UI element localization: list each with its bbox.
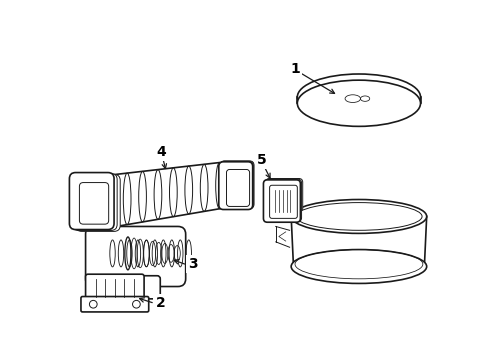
Text: 5: 5: [257, 153, 267, 167]
Text: 3: 3: [189, 257, 198, 271]
FancyBboxPatch shape: [111, 276, 160, 299]
Text: 1: 1: [290, 62, 300, 76]
Ellipse shape: [325, 87, 393, 113]
Ellipse shape: [337, 88, 381, 106]
Ellipse shape: [325, 84, 393, 110]
Ellipse shape: [314, 80, 404, 114]
FancyBboxPatch shape: [70, 172, 114, 230]
Ellipse shape: [337, 90, 381, 109]
Ellipse shape: [305, 82, 413, 122]
Text: 4: 4: [156, 145, 166, 159]
FancyBboxPatch shape: [265, 179, 301, 221]
Ellipse shape: [296, 203, 422, 230]
FancyBboxPatch shape: [226, 170, 249, 206]
Ellipse shape: [314, 84, 404, 118]
FancyBboxPatch shape: [264, 180, 300, 222]
Ellipse shape: [297, 80, 420, 126]
Ellipse shape: [297, 74, 420, 120]
Polygon shape: [112, 163, 220, 227]
Ellipse shape: [305, 77, 413, 117]
Circle shape: [89, 300, 97, 308]
Text: 2: 2: [155, 296, 165, 310]
FancyBboxPatch shape: [220, 161, 253, 209]
FancyBboxPatch shape: [81, 297, 149, 312]
FancyBboxPatch shape: [75, 174, 120, 231]
FancyBboxPatch shape: [79, 183, 109, 224]
FancyBboxPatch shape: [266, 179, 303, 221]
Polygon shape: [294, 216, 424, 266]
FancyBboxPatch shape: [73, 174, 117, 230]
FancyBboxPatch shape: [219, 162, 253, 210]
Circle shape: [133, 300, 140, 308]
Ellipse shape: [291, 249, 427, 283]
FancyBboxPatch shape: [220, 161, 254, 208]
FancyBboxPatch shape: [86, 274, 144, 302]
Ellipse shape: [291, 199, 427, 233]
FancyBboxPatch shape: [86, 226, 186, 287]
FancyBboxPatch shape: [270, 185, 297, 219]
